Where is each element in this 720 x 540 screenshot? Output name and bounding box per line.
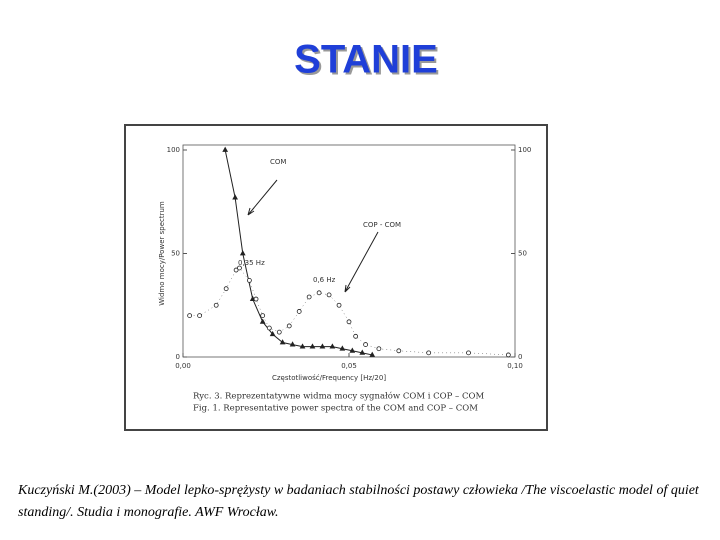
point	[276, 329, 282, 335]
point	[353, 333, 359, 339]
point	[376, 346, 382, 352]
point	[309, 343, 316, 349]
point	[213, 302, 219, 308]
y-tick-label: 0	[176, 353, 180, 361]
point	[505, 352, 511, 358]
point	[233, 267, 239, 273]
point	[316, 290, 322, 296]
point	[279, 339, 286, 345]
point	[346, 319, 352, 325]
annotation: 0,35 Hz	[238, 259, 265, 267]
point	[329, 343, 336, 349]
point	[223, 286, 229, 292]
point	[306, 294, 312, 300]
point	[369, 351, 376, 357]
y2-tick-label: 0	[518, 353, 522, 361]
point	[239, 250, 246, 256]
arrow	[344, 231, 379, 293]
point	[319, 343, 326, 349]
point	[289, 341, 296, 347]
point	[359, 349, 366, 355]
point	[266, 325, 272, 331]
annotation: COM	[270, 158, 286, 166]
point	[426, 350, 432, 356]
x-axis-label: Częstotliwość/Frequency [Hz/20]	[272, 374, 386, 382]
figure-caption: Ryc. 3. Reprezentatywne widma mocy sygna…	[193, 391, 484, 402]
arrows	[247, 179, 379, 293]
caption-box: Kuczyński M.(2003) – Model lepko-sprężys…	[18, 483, 699, 520]
caption: Kuczyński M.(2003) – Model lepko-sprężys…	[18, 483, 699, 520]
point	[246, 278, 252, 283]
figure-frame	[124, 124, 548, 431]
point	[339, 345, 346, 351]
point	[299, 343, 306, 349]
point	[232, 194, 239, 200]
annotation: COP - COM	[363, 221, 401, 229]
figure-caption: Fig. 1. Representative power spectra of …	[193, 404, 478, 414]
point	[396, 348, 402, 354]
series-line	[224, 149, 373, 356]
point	[187, 313, 193, 319]
y2-tick-label: 50	[518, 250, 527, 258]
x-tick-label: 0,10	[507, 362, 523, 370]
arrow	[247, 179, 278, 216]
point	[260, 313, 266, 319]
point	[269, 330, 276, 337]
slide-title: STANIE	[294, 38, 438, 82]
point	[326, 292, 332, 298]
point	[222, 146, 229, 152]
point	[197, 313, 203, 319]
point	[259, 318, 266, 324]
point	[466, 350, 471, 356]
title-shadow: STANIE	[296, 40, 440, 84]
chart: 0 50 100 0 50 100 0,00 0,05 0,10 Częstotliwość/Fr…	[158, 144, 531, 414]
point	[253, 296, 259, 302]
x-tick-label: 0,00	[175, 362, 191, 370]
point	[286, 323, 292, 329]
point	[363, 342, 369, 347]
y2-tick-label: 100	[518, 146, 531, 154]
y-tick-label: 100	[167, 146, 180, 154]
y-tick-label: 50	[171, 250, 180, 258]
point	[349, 347, 356, 353]
point	[237, 265, 242, 271]
annotation: 0,6 Hz	[313, 276, 336, 284]
point	[296, 309, 302, 314]
y-axis-label: Widmo mocy/Power spectrum	[158, 201, 166, 306]
x-tick-label: 0,05	[341, 362, 357, 370]
point	[336, 302, 342, 308]
